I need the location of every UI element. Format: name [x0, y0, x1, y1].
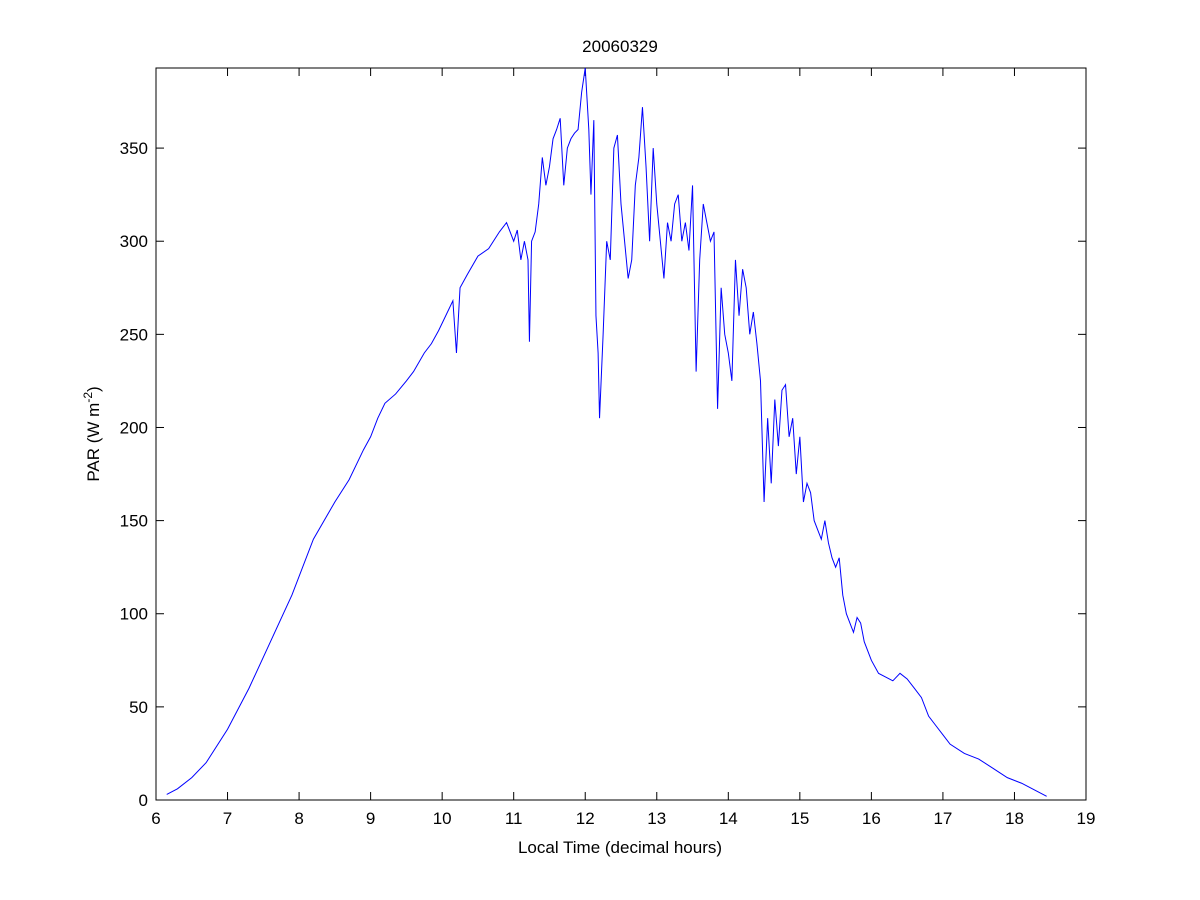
y-tick-label: 350: [120, 139, 148, 158]
x-tick-label: 10: [433, 809, 452, 828]
x-axis-label: Local Time (decimal hours): [518, 838, 722, 857]
y-tick-label: 200: [120, 418, 148, 437]
y-tick-label: 300: [120, 232, 148, 251]
x-tick-label: 13: [647, 809, 666, 828]
x-tick-label: 19: [1077, 809, 1096, 828]
y-axis-label-close: ): [84, 386, 103, 392]
par-series-line: [166, 67, 1047, 797]
x-tick-label: 8: [294, 809, 303, 828]
x-axis: 6 7 8 9 10 11 12 13 14 15 16 17 18 19: [151, 68, 1095, 828]
x-tick-label: 12: [576, 809, 595, 828]
x-tick-label: 7: [223, 809, 232, 828]
x-tick-label: 18: [1005, 809, 1024, 828]
x-tick-label: 14: [719, 809, 738, 828]
y-axis-label-main: PAR (W m: [84, 403, 103, 482]
plot-frame: [155, 67, 1087, 801]
y-axis-label-superscript: -2: [81, 392, 95, 403]
y-tick-label: 250: [120, 325, 148, 344]
y-tick-label: 100: [120, 605, 148, 624]
x-tick-label: 6: [151, 809, 160, 828]
x-tick-label: 9: [366, 809, 375, 828]
x-tick-label: 16: [862, 809, 881, 828]
y-axis-label: PAR (W m-2): [81, 386, 103, 481]
chart-title: 20060329: [582, 37, 658, 56]
plot-area: 6 7 8 9 10 11 12 13 14 15 16 17 18 19 0 50 100 150 200 250…: [120, 67, 1095, 828]
y-axis: 0 50 100 150 200 250 300 350: [120, 139, 1086, 810]
y-tick-label: 50: [129, 698, 148, 717]
x-tick-label: 17: [933, 809, 952, 828]
y-tick-label: 0: [139, 791, 148, 810]
y-tick-label: 150: [120, 512, 148, 531]
x-tick-label: 11: [505, 809, 523, 828]
x-tick-label: 15: [790, 809, 809, 828]
